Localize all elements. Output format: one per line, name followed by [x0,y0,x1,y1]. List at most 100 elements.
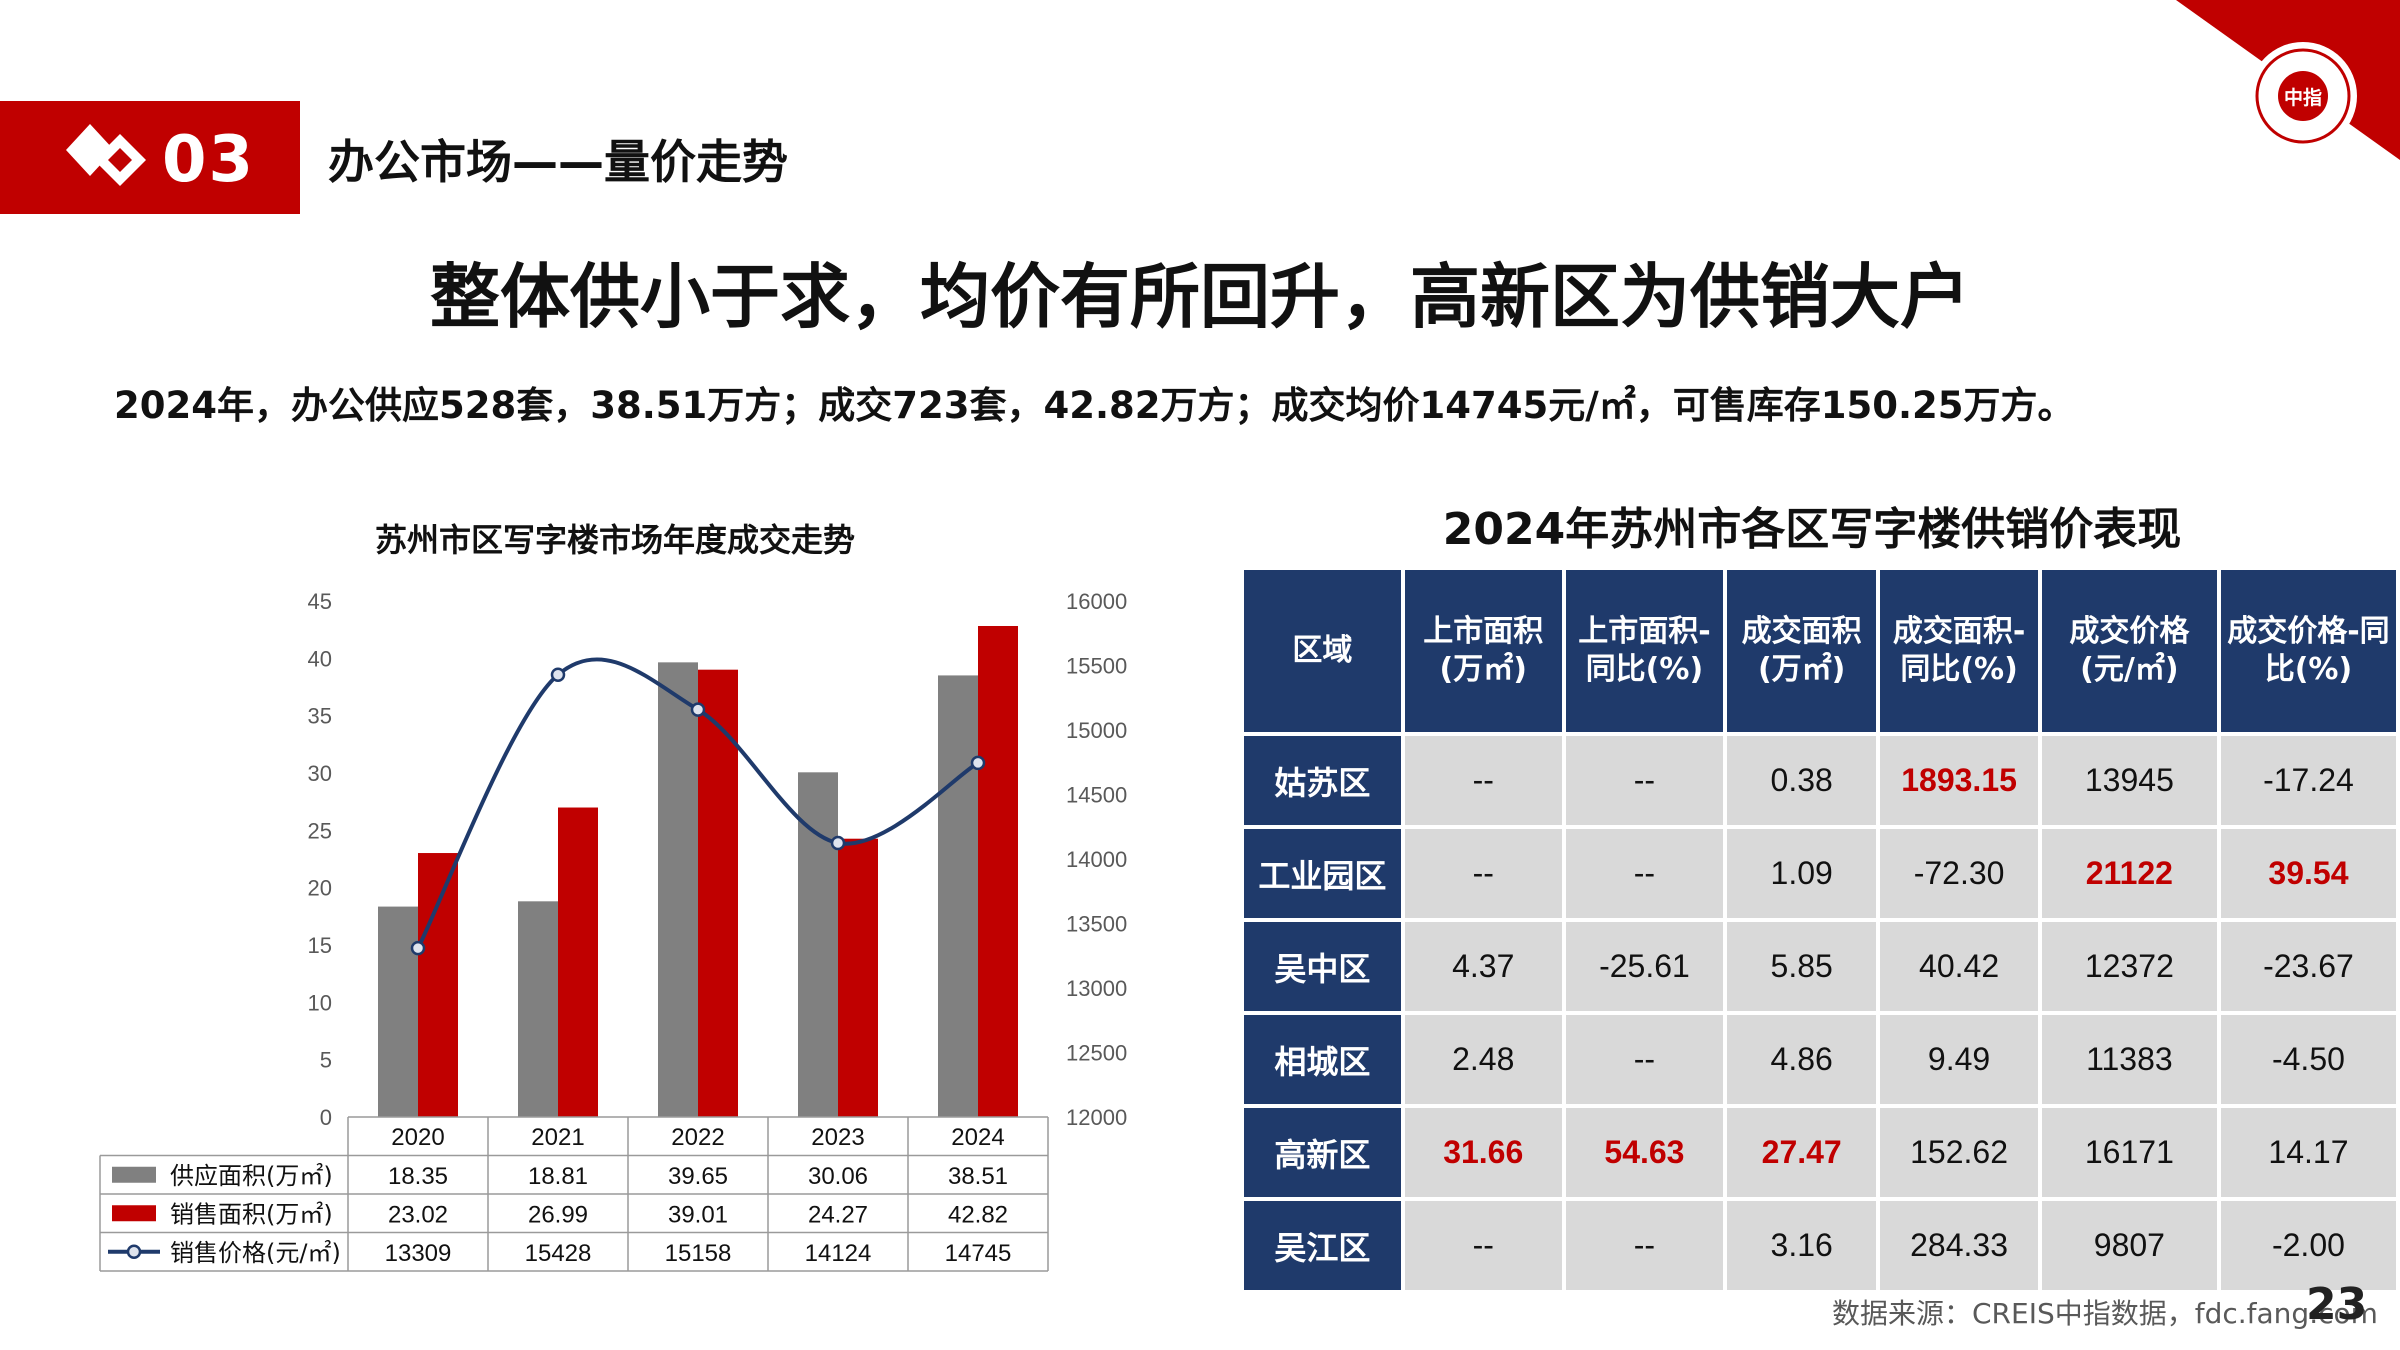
supply-bar [798,772,838,1117]
right-axis-tick-label: 15000 [1066,718,1127,743]
right-axis-ticks: 12000 12500 13000 13500 14000 14500 15000 15500… [1066,589,1127,1130]
left-axis-tick-label: 0 [320,1105,332,1130]
left-axis-tick-label: 20 [308,876,332,901]
legend-swatch [112,1166,156,1183]
district-table: 区域 上市面积(万㎡) 上市面积-同比(%) 成交面积(万㎡) 成交面积-同比(… [1240,566,2400,1294]
chart-data-table: 2020 2021 2022 2023 2024 供应面积(万㎡) 18.35 18.81 39… [99,1116,1049,1272]
left-axis-tick-label: 30 [308,761,332,786]
section-number: 03 [162,123,256,197]
left-axis-tick-label: 10 [308,990,332,1015]
right-axis-tick-label: 16000 [1066,589,1127,614]
table-cell: 31.66 [1404,1108,1562,1197]
line-series [410,657,986,956]
table-cell: -23.67 [2220,922,2396,1011]
corner-logo: 中指 [2176,0,2400,160]
price-point [550,667,566,683]
table-cell: -17.24 [2220,736,2396,825]
sales-bar [558,807,598,1117]
table-cell: 14.17 [2220,1108,2396,1197]
district-name-cell: 吴江区 [1244,1201,1401,1290]
table-cell: 9.49 [1880,1015,2038,1104]
left-axis-tick-label: 15 [308,933,332,958]
table-row: 吴江区 -- -- 3.16 284.33 9807 -2.00 [1244,1201,2396,1290]
table-cell: 152.62 [1880,1108,2038,1197]
table-header-cell: 成交面积-同比(%) [1880,570,2038,732]
table-cell: 1893.15 [1880,736,2038,825]
table-cell: -- [1404,1201,1562,1290]
district-name-cell: 工业园区 [1244,829,1401,918]
price-point [970,755,986,771]
price-point [410,940,426,956]
sales-bar [838,838,878,1117]
supply-bar [518,901,558,1117]
district-name-cell: 高新区 [1244,1108,1401,1197]
table-cell: 40.42 [1880,922,2038,1011]
main-heading: 整体供小于求，均价有所回升，高新区为供销大户 [430,256,1970,338]
right-axis-tick-label: 14500 [1066,783,1127,808]
table-row: 吴中区 4.37 -25.61 5.85 40.42 12372 -23.67 [1244,922,2396,1011]
table-cell: -- [1565,736,1724,825]
section-title: 办公市场——量价走势 [328,135,788,189]
table-cell: 2.48 [1404,1015,1562,1104]
table-body: 姑苏区 -- -- 0.38 1893.15 13945 -17.24 工业园区 -- -- 1.0… [1244,736,2396,1290]
table-cell: 27.47 [1727,1108,1877,1197]
page-number: 23 [2306,1279,2368,1330]
left-axis-ticks: 0 5 10 15 20 25 30 35 40 45 [308,589,332,1130]
right-axis-tick-label: 13000 [1066,976,1127,1001]
right-axis-tick-label: 12500 [1066,1041,1127,1066]
right-axis-tick-label: 13500 [1066,912,1127,937]
table-row: 姑苏区 -- -- 0.38 1893.15 13945 -17.24 [1244,736,2396,825]
table-cell: -- [1565,1201,1724,1290]
table-header-cell: 上市面积(万㎡) [1404,570,1562,732]
right-axis-tick-label: 14000 [1066,847,1127,872]
data-label: 42.82 [948,1201,1008,1228]
table-cell: 16171 [2041,1108,2217,1197]
table-cell: 0.38 [1727,736,1877,825]
left-axis-tick-label: 45 [308,589,332,614]
table-cell: 4.37 [1404,922,1562,1011]
table-cell: 54.63 [1565,1108,1724,1197]
table-title: 2024年苏州市各区写字楼供销价表现 [1442,504,2182,555]
data-label: 26.99 [528,1201,588,1228]
section-tab [0,101,300,214]
district-name-cell: 相城区 [1244,1015,1401,1104]
table-cell: 5.85 [1727,922,1877,1011]
table-cell: 284.33 [1880,1201,2038,1290]
data-label: 38.51 [948,1163,1008,1190]
table-header-cell: 成交面积(万㎡) [1727,570,1877,732]
bar-series [378,625,1018,1117]
data-label: 39.01 [668,1201,728,1228]
table-cell: 3.16 [1727,1201,1877,1290]
legend-label: 销售价格(元/㎡) [170,1239,341,1267]
table-cell: -25.61 [1565,922,1724,1011]
x-axis-category-label: 2022 [671,1124,724,1151]
table-cell: 4.86 [1727,1015,1877,1104]
x-axis-category-label: 2020 [391,1124,444,1151]
table-cell: 39.54 [2220,829,2396,918]
data-label: 30.06 [808,1163,868,1190]
right-axis-tick-label: 12000 [1066,1105,1127,1130]
left-axis-tick-label: 40 [308,646,332,671]
left-axis-tick-label: 25 [308,818,332,843]
source-note: 数据来源：CREIS中指数据，fdc.fang.com [1832,1297,2378,1330]
data-label: 18.81 [528,1163,588,1190]
district-name-cell: 吴中区 [1244,922,1401,1011]
table-cell: 21122 [2041,829,2217,918]
left-axis-tick-label: 35 [308,704,332,729]
table-cell: 12372 [2041,922,2217,1011]
data-label: 14124 [805,1240,872,1267]
legend-label: 供应面积(万㎡) [170,1162,333,1190]
supply-bar [938,675,978,1117]
price-point [690,702,706,717]
data-label: 14745 [945,1240,1012,1267]
legend-marker [126,1244,142,1259]
data-label: 13309 [385,1240,452,1267]
sales-bar [418,853,458,1117]
table-cell: 1.09 [1727,829,1877,918]
table-row: 工业园区 -- -- 1.09 -72.30 21122 39.54 [1244,829,2396,918]
table-cell: 11383 [2041,1015,2217,1104]
section-diamond-icon [66,124,146,186]
price-point [830,835,846,851]
summary-line: 2024年，办公供应528套，38.51万方；成交723套，42.82万方；成交… [114,384,2075,427]
